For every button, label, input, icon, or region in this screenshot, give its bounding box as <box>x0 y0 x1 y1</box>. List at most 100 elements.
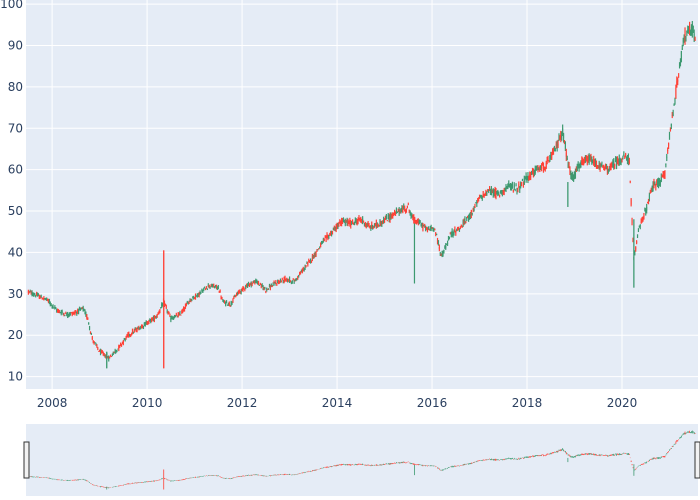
candle[interactable] <box>28 291 30 294</box>
candle[interactable] <box>552 148 554 156</box>
candle[interactable] <box>467 215 469 219</box>
candle[interactable] <box>320 240 323 245</box>
candle[interactable] <box>370 225 372 231</box>
candle[interactable] <box>498 191 500 196</box>
candle[interactable] <box>483 193 485 198</box>
candle[interactable] <box>538 167 540 171</box>
candle[interactable] <box>139 327 141 330</box>
candle[interactable] <box>564 141 566 152</box>
candle[interactable] <box>214 284 217 288</box>
candle[interactable] <box>247 281 250 287</box>
candle[interactable] <box>213 283 215 288</box>
candle[interactable] <box>124 338 126 342</box>
candle[interactable] <box>524 176 526 180</box>
candle[interactable] <box>622 155 624 160</box>
candle[interactable] <box>636 240 638 245</box>
candle[interactable] <box>157 312 159 315</box>
candle[interactable] <box>439 251 441 256</box>
candle[interactable] <box>673 103 675 106</box>
candle[interactable] <box>526 175 528 181</box>
candle[interactable] <box>140 325 142 330</box>
candle[interactable] <box>449 232 451 235</box>
candle[interactable] <box>52 304 54 309</box>
candle[interactable] <box>204 288 207 291</box>
candle[interactable] <box>167 310 169 315</box>
candle[interactable] <box>453 229 455 236</box>
candle[interactable] <box>256 279 258 284</box>
candle[interactable] <box>691 20 693 38</box>
candle[interactable] <box>342 217 345 223</box>
candle[interactable] <box>438 244 440 252</box>
candle[interactable] <box>634 250 636 256</box>
candle[interactable] <box>263 286 265 291</box>
candle[interactable] <box>257 280 260 286</box>
candle[interactable] <box>460 224 462 228</box>
candle[interactable] <box>216 286 219 291</box>
candle[interactable] <box>282 279 284 284</box>
candle[interactable] <box>209 286 211 289</box>
candle[interactable] <box>479 194 482 198</box>
candle[interactable] <box>230 300 232 307</box>
candle[interactable] <box>79 307 82 311</box>
candle[interactable] <box>261 283 263 287</box>
candle[interactable] <box>129 333 131 337</box>
candle[interactable] <box>58 310 61 314</box>
candle[interactable] <box>127 332 129 338</box>
candle[interactable] <box>608 165 610 172</box>
candle[interactable] <box>574 168 577 179</box>
candle[interactable] <box>595 160 598 169</box>
candle[interactable] <box>520 181 522 189</box>
candle[interactable] <box>117 348 119 350</box>
candle[interactable] <box>446 243 448 245</box>
candle[interactable] <box>309 259 311 263</box>
candle[interactable] <box>269 284 271 291</box>
candle[interactable] <box>404 209 407 214</box>
candle[interactable] <box>421 222 423 229</box>
candle[interactable] <box>658 178 661 187</box>
candle[interactable] <box>357 217 359 225</box>
candle[interactable] <box>603 164 605 171</box>
candle[interactable] <box>198 291 200 298</box>
candle[interactable] <box>113 351 115 354</box>
candle[interactable] <box>446 240 449 246</box>
candle[interactable] <box>594 158 596 168</box>
candle[interactable] <box>259 282 261 285</box>
candle[interactable] <box>204 286 206 289</box>
candle[interactable] <box>158 310 160 315</box>
candle[interactable] <box>349 217 351 227</box>
candle[interactable] <box>101 350 103 354</box>
candle[interactable] <box>244 288 246 292</box>
candle[interactable] <box>596 164 598 169</box>
candle[interactable] <box>152 315 155 322</box>
candle[interactable] <box>545 160 547 170</box>
candle[interactable] <box>561 131 563 141</box>
candle[interactable] <box>49 301 51 307</box>
candle[interactable] <box>321 240 324 244</box>
candle[interactable] <box>423 224 425 227</box>
candle[interactable] <box>308 258 310 263</box>
candle[interactable] <box>184 303 187 309</box>
candle[interactable] <box>330 230 332 236</box>
candle[interactable] <box>67 313 70 318</box>
candle[interactable] <box>196 293 198 298</box>
candle[interactable] <box>598 160 600 170</box>
candle[interactable] <box>467 214 470 222</box>
candle[interactable] <box>350 219 352 229</box>
candle[interactable] <box>402 205 404 214</box>
candle[interactable] <box>645 208 647 216</box>
candle[interactable] <box>126 333 128 338</box>
candle[interactable] <box>668 131 671 140</box>
candle[interactable] <box>560 130 562 143</box>
candle[interactable] <box>156 314 158 318</box>
candle[interactable] <box>652 181 654 192</box>
candle[interactable] <box>95 342 97 346</box>
candle[interactable] <box>225 301 227 307</box>
candle[interactable] <box>210 284 212 287</box>
candle[interactable] <box>310 260 313 264</box>
candle[interactable] <box>35 291 38 296</box>
candle[interactable] <box>682 37 684 47</box>
candle[interactable] <box>283 276 285 284</box>
candle[interactable] <box>179 310 181 316</box>
candle[interactable] <box>450 231 452 238</box>
candle[interactable] <box>323 238 325 242</box>
